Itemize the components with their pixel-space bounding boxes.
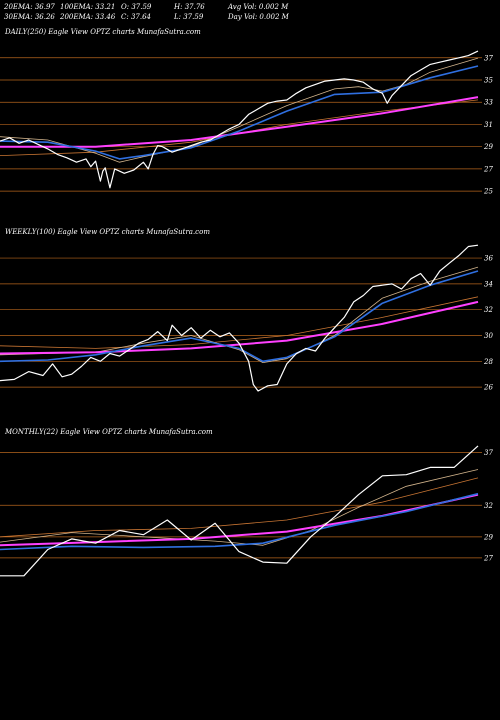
monthly-ema-long-line: [0, 493, 479, 547]
daily-ytick-label: 31: [484, 121, 493, 129]
daily-ema-long-line: [0, 96, 479, 148]
weekly-chart: 36 34 32 30 28 26: [0, 244, 493, 392]
weekly-ema-blue-line: [0, 270, 479, 363]
weekly-ytick-label: 26: [483, 384, 493, 392]
weekly-ytick-label: 28: [483, 358, 493, 366]
weekly-price-line: [0, 244, 479, 392]
weekly-ytick-label: 34: [484, 280, 493, 288]
monthly-ema-short-line: [0, 469, 479, 546]
weekly-ema-orange-line: [0, 296, 479, 349]
weekly-ytick-label: 32: [484, 306, 493, 314]
monthly-chart: 37 32 29 27: [0, 445, 493, 577]
open-label: O: 37.59: [121, 3, 152, 11]
weekly-ema-long-line: [0, 300, 479, 355]
daily-ytick-label: 35: [484, 77, 493, 85]
monthly-ytick-label: 32: [484, 502, 493, 510]
header-row-2: 30EMA: 36.26 200EMA: 33.46 C: 37.64 L: 3…: [4, 13, 289, 61]
daily-ytick-label: 29: [483, 143, 493, 151]
high-label: H: 37.76: [174, 3, 205, 11]
close-label: C: 37.64: [121, 13, 151, 21]
weekly-ytick-label: 30: [484, 332, 493, 340]
daily-chart: 37 35 33 31 29 27 25: [0, 50, 493, 196]
low-label: L: 37.59: [174, 13, 204, 21]
header-row-1: 20EMA: 36.97 100EMA: 33.21 O: 37.59 H: 3…: [4, 3, 288, 51]
daily-ema-blue-line: [0, 65, 479, 160]
weekly-chart-title: WEEKLY(100) Eagle View OPTZ charts Munaf…: [5, 228, 210, 236]
ema30-label: 30EMA: 36.26: [4, 13, 55, 21]
daily-chart-title: DAILY(250) Eagle View OPTZ charts Munafa…: [5, 28, 201, 36]
weekly-ytick-label: 36: [484, 255, 493, 263]
daily-price-line: [0, 50, 479, 189]
monthly-ytick-label: 37: [484, 449, 493, 457]
daily-ytick-label: 37: [484, 54, 493, 62]
ema200-label: 200EMA: 33.46: [60, 13, 116, 21]
day-vol-label: Day Vol: 0.002 M: [228, 13, 289, 21]
daily-ytick-label: 33: [484, 99, 493, 107]
avg-vol-label: Avg Vol: 0.002 M: [228, 3, 289, 11]
monthly-price-line: [0, 445, 479, 577]
daily-ytick-label: 25: [483, 188, 493, 196]
ema20-label: 20EMA: 36.97: [4, 3, 55, 11]
daily-ytick-label: 27: [483, 165, 493, 173]
monthly-ema-orange-line: [0, 477, 479, 538]
monthly-chart-title: MONTHLY(22) Eagle View OPTZ charts Munaf…: [5, 428, 213, 436]
monthly-ytick-label: 29: [483, 533, 493, 541]
ema100-label: 100EMA: 33.21: [60, 3, 116, 11]
monthly-ytick-label: 27: [483, 554, 493, 562]
monthly-ema-blue-line: [0, 492, 479, 551]
